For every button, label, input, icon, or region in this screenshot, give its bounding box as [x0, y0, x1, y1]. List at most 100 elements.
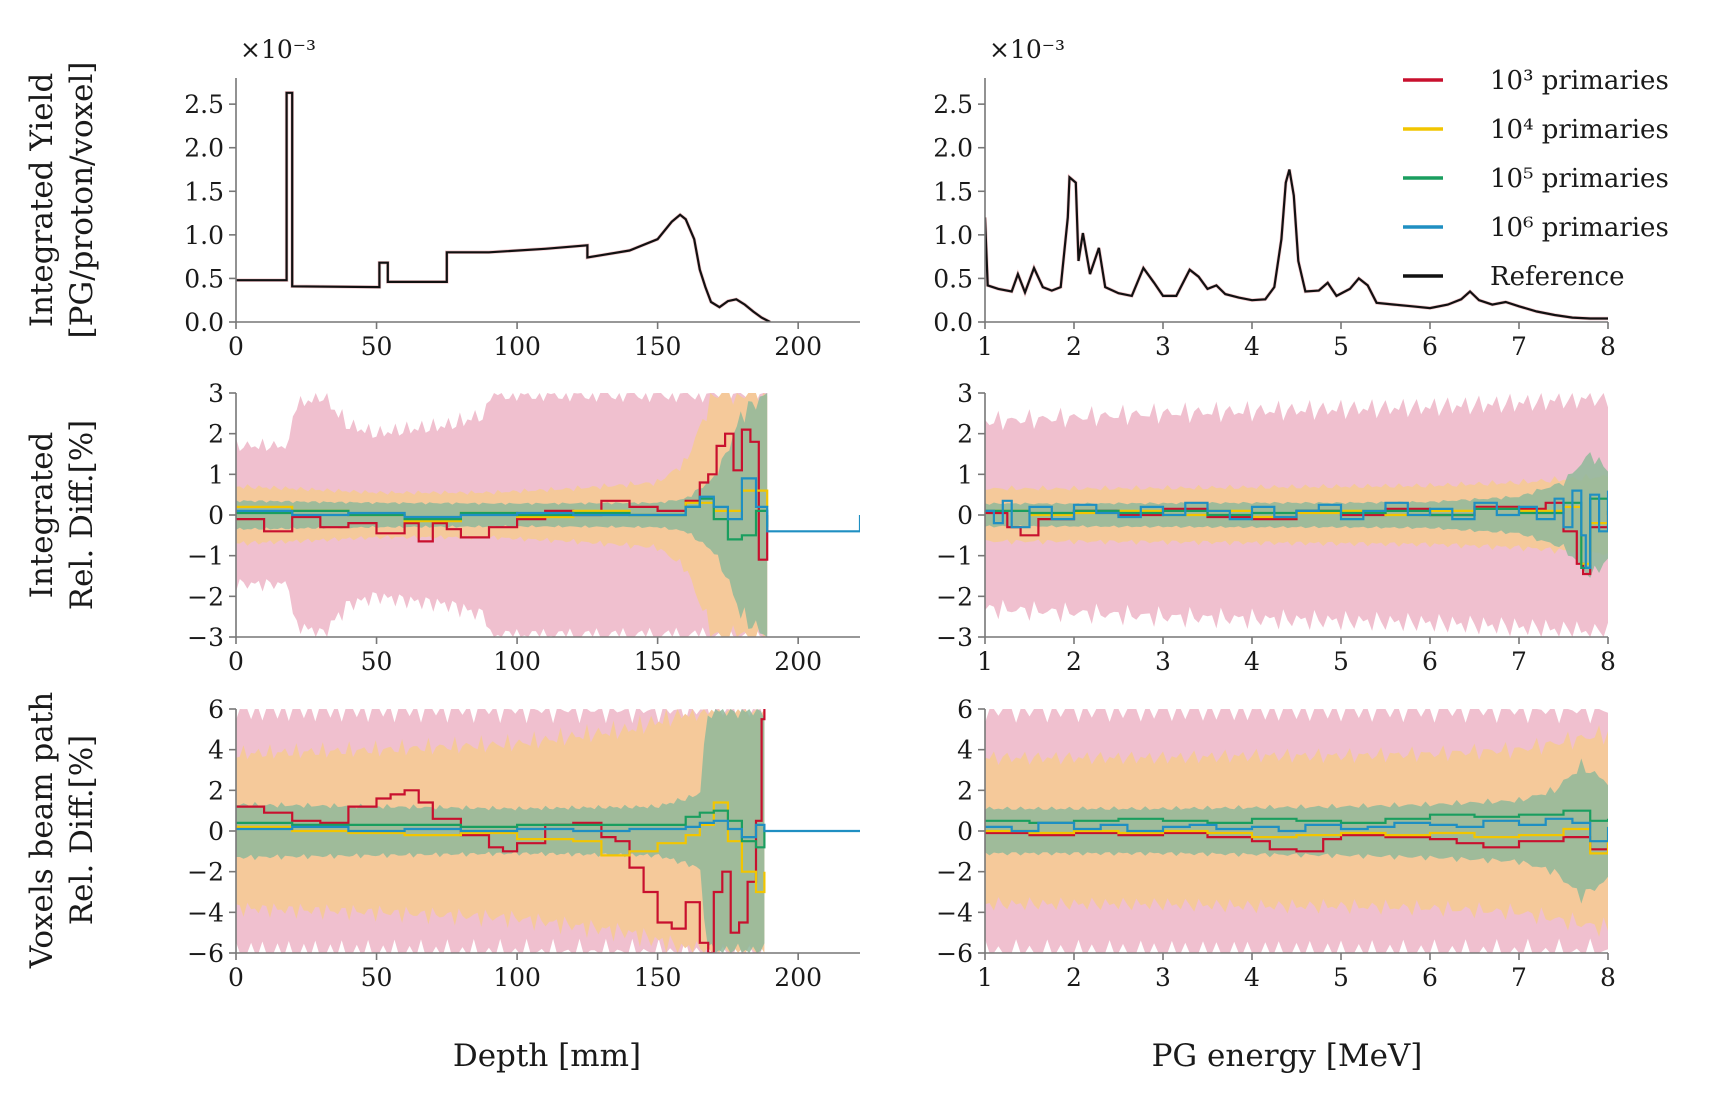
y-tick-label: 2.5	[184, 90, 224, 119]
x-tick-label: 5	[1333, 647, 1349, 676]
y-tick-label: 4	[957, 736, 973, 765]
x-tick-label: 150	[634, 647, 682, 676]
legend: 10³ primaries 10⁴ primaries 10⁵ primaries 1…	[1403, 66, 1669, 292]
y-tick-label: 2.0	[184, 134, 224, 163]
series-line-4	[985, 817, 1608, 843]
y-tick-label: 0	[957, 501, 973, 530]
plot-area	[985, 393, 1608, 637]
x-tick-label: 50	[361, 647, 393, 676]
y-tick-label: −4	[936, 898, 973, 927]
panel-reldiff-int-energy: 1 2 3 4 5 6 7 8 −3 −2 −1 0 1 2 3	[936, 379, 1616, 676]
x-tick-label: 4	[1244, 963, 1260, 992]
y-tick-label: 1.5	[184, 177, 224, 206]
row-label-yield-line2: [PG/proton/voxel]	[64, 61, 100, 338]
x-tick-label: 200	[774, 332, 822, 361]
y-tick-label: 2.0	[933, 134, 973, 163]
y-tick-label: 0.0	[184, 308, 224, 337]
y-tick-label: −1	[936, 542, 973, 571]
y-tick-label: 2	[957, 420, 973, 449]
plot-area	[985, 169, 1608, 321]
y-tick-label: −1	[187, 542, 224, 571]
legend-label: 10⁵ primaries	[1490, 164, 1669, 194]
series-line-3	[236, 809, 766, 849]
legend-label: 10⁶ primaries	[1490, 213, 1669, 243]
series-line-3	[985, 809, 1608, 824]
y-tick-label: 0.0	[933, 308, 973, 337]
y-tick-label: −2	[936, 582, 973, 611]
scale-factor-label: ×10⁻³	[989, 35, 1065, 64]
y-tick-label: 0	[208, 817, 224, 846]
series-reference	[236, 91, 771, 322]
x-tick-label: 50	[361, 963, 393, 992]
series-line-2	[236, 801, 766, 894]
x-tick-label: 6	[1422, 332, 1438, 361]
panel-reldiff-vox-energy: 1 2 3 4 5 6 7 8 −6 −4 −2 0 2 4 6	[936, 695, 1616, 992]
row-label-voxdiff-line2: Rel. Diff.[%]	[64, 735, 100, 926]
y-tick-label: 0.5	[933, 264, 973, 293]
x-tick-label: 0	[228, 647, 244, 676]
y-tick-label: 2	[957, 776, 973, 805]
y-tick-label: 3	[208, 379, 224, 408]
x-tick-label: 6	[1422, 647, 1438, 676]
x-tick-label: 4	[1244, 647, 1260, 676]
x-tick-label: 200	[774, 963, 822, 992]
y-tick-label: −6	[187, 939, 224, 968]
y-tick-label: 1.5	[933, 177, 973, 206]
x-tick-label: 8	[1600, 332, 1616, 361]
y-tick-label: 2.5	[933, 90, 973, 119]
x-tick-label: 2	[1066, 963, 1082, 992]
y-tick-label: 0.5	[184, 264, 224, 293]
x-tick-label: 4	[1244, 332, 1260, 361]
x-tick-label: 7	[1511, 332, 1527, 361]
x-axis-label-depth: Depth [mm]	[453, 1038, 641, 1074]
y-tick-label: −6	[936, 939, 973, 968]
x-tick-label: 100	[493, 963, 541, 992]
legend-label: 10³ primaries	[1490, 66, 1669, 96]
x-tick-label: 2	[1066, 332, 1082, 361]
x-tick-label: 5	[1333, 963, 1349, 992]
y-tick-label: 6	[208, 695, 224, 724]
x-tick-label: 1	[977, 963, 993, 992]
legend-label: 10⁴ primaries	[1490, 115, 1669, 145]
row-label-yield-line1: Integrated Yield	[24, 73, 60, 328]
x-tick-label: 150	[634, 963, 682, 992]
x-tick-label: 6	[1422, 963, 1438, 992]
y-tick-label: −2	[187, 582, 224, 611]
row-label-voxdiff-line1: Voxels beam path	[24, 692, 60, 969]
y-tick-label: 1.0	[184, 221, 224, 250]
x-tick-label: 7	[1511, 647, 1527, 676]
y-tick-label: 1	[957, 460, 973, 489]
x-tick-label: 150	[634, 332, 682, 361]
y-tick-label: 0	[208, 501, 224, 530]
x-tick-label: 50	[361, 332, 393, 361]
x-tick-label: 0	[228, 963, 244, 992]
y-tick-label: −3	[936, 623, 973, 652]
plot-area	[236, 91, 771, 322]
series-line-2	[985, 826, 1608, 855]
legend-label: Reference	[1490, 262, 1624, 292]
x-tick-label: 8	[1600, 963, 1616, 992]
y-tick-label: 6	[957, 695, 973, 724]
x-tick-label: 3	[1155, 332, 1171, 361]
y-tick-label: 4	[208, 736, 224, 765]
y-tick-label: 1.0	[933, 221, 973, 250]
y-tick-label: −2	[936, 858, 973, 887]
series-line-1	[985, 831, 1608, 853]
panel-yield-depth: 0 50 100 150 200 0.0 0.5 1.0 1.5 2.0 2.5 ×10⁻³	[184, 35, 860, 361]
x-tick-label: 0	[228, 332, 244, 361]
scale-factor-label: ×10⁻³	[240, 35, 316, 64]
x-axis-label-energy: PG energy [MeV]	[1152, 1038, 1423, 1074]
series-line-4	[236, 477, 860, 533]
x-tick-label: 3	[1155, 963, 1171, 992]
x-tick-label: 1	[977, 332, 993, 361]
series-reference	[985, 169, 1608, 320]
series-line-4	[985, 489, 1608, 569]
x-tick-label: 200	[774, 647, 822, 676]
x-tick-label: 2	[1066, 647, 1082, 676]
y-tick-label: −4	[187, 898, 224, 927]
y-tick-label: 2	[208, 420, 224, 449]
series-shadow	[236, 91, 771, 322]
y-tick-label: 1	[208, 460, 224, 489]
y-tick-label: −3	[187, 623, 224, 652]
